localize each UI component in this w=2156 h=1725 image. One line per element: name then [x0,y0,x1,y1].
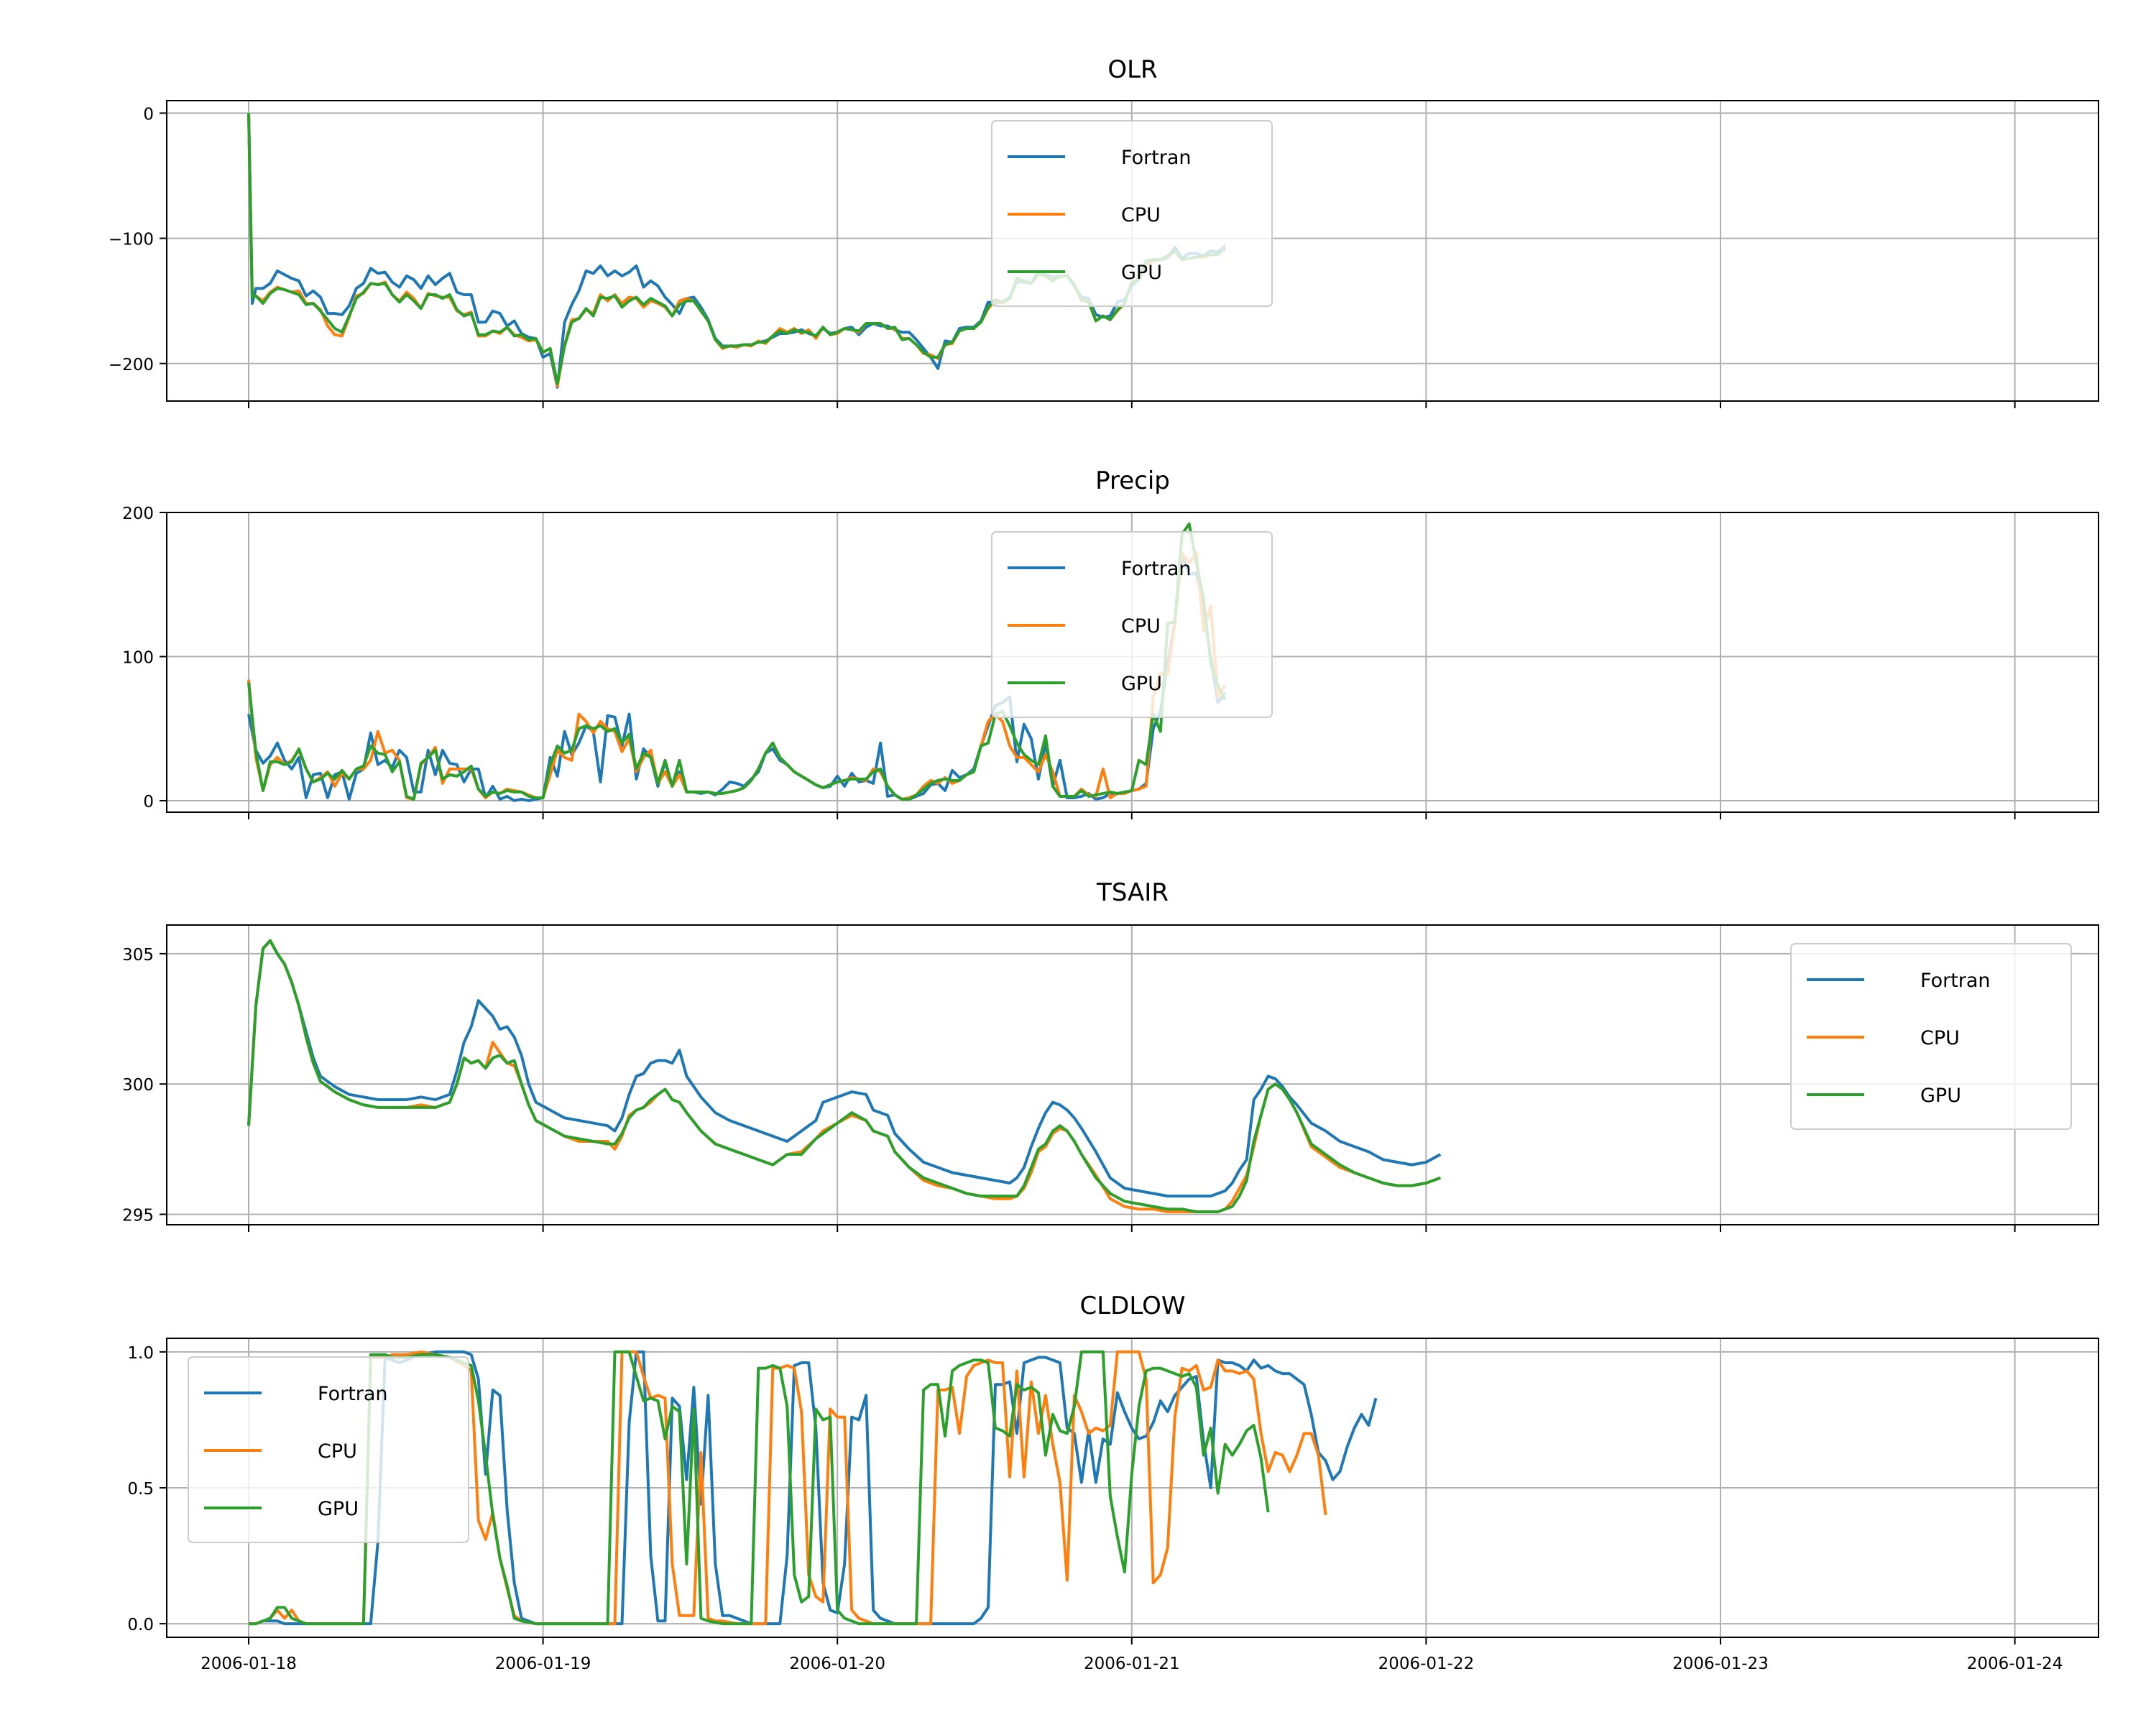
legend-label: GPU [318,1498,359,1520]
legend: Fortran CPU GPU [991,120,1273,307]
y-tick-label: 0.0 [127,1616,154,1634]
series-line-fortran [247,554,1227,802]
x-tick-label: 2006-01-23 [1672,1655,1769,1673]
y-tick-label: 305 [122,946,154,965]
x-tick-label: 2006-01-19 [495,1655,591,1673]
grid [167,925,2099,1225]
legend-label: CPU [318,1440,357,1463]
legend: Fortran CPU GPU [991,531,1273,718]
panel-title: Precip [1095,466,1170,495]
x-tick-label: 2006-01-18 [201,1655,297,1673]
panel-title: OLR [1107,55,1157,84]
axes-frame [166,924,2099,1225]
y-tick-label: 1.0 [127,1344,154,1363]
x-tick-label: 2006-01-20 [789,1655,885,1673]
legend-label: CPU [1121,615,1161,638]
legend-label: CPU [1920,1027,1960,1049]
legend-label: Fortran [318,1383,388,1405]
legend-label: Fortran [1121,558,1192,580]
y-tick-label: −100 [109,231,154,249]
legend: Fortran CPU GPU [188,1356,469,1543]
x-tick-label: 2006-01-22 [1378,1655,1475,1673]
axes-frame [166,100,2099,402]
legend-label: GPU [1121,262,1162,284]
y-tick-label: 200 [122,505,154,523]
axes-frame [166,512,2099,813]
y-tick-label: 295 [122,1206,154,1225]
panel-precip: Precip 0 100 200 Fortran CPU GPU [122,466,2099,819]
series-line-gpu [247,523,1227,801]
y-tick-label: 100 [122,648,154,667]
series-line-gpu [249,1350,1270,1626]
panel-cldlow: CLDLOW 0.0 0.5 1.0 2006-01-18 2006-01-19 2006-… [127,1292,2099,1673]
x-tick-label: 2006-01-24 [1967,1655,2063,1673]
y-tick-label: 0 [143,105,154,124]
panel-title: TSAIR [1096,878,1169,907]
series-group [247,523,1227,802]
legend: Fortran CPU GPU [1790,943,2072,1130]
legend-box [1790,943,2072,1130]
legend-box [991,120,1273,307]
legend-label: Fortran [1121,147,1192,169]
series-line-fortran [249,1350,1378,1626]
panel-olr: OLR 0 −100 −200 Fortran CPU GPU [109,55,2099,408]
legend-label: CPU [1121,204,1161,226]
legend-box [991,531,1273,718]
x-tick-label: 2006-01-21 [1084,1655,1180,1673]
series-line-fortran [247,939,1442,1198]
y-tick-label: 0.5 [127,1480,154,1499]
y-tick-label: −200 [109,356,154,374]
legend-box [188,1356,469,1543]
legend-label: GPU [1121,673,1162,695]
panel-title: CLDLOW [1080,1292,1186,1320]
legend-label: Fortran [1920,970,1991,992]
series-line-cpu [247,939,1442,1213]
series-line-gpu [247,939,1442,1213]
legend-label: GPU [1920,1085,1961,1107]
series-group [247,939,1442,1213]
panel-tsair: TSAIR 295 300 305 Fortran CPU GPU [122,878,2099,1232]
y-tick-label: 0 [143,793,154,811]
y-tick-label: 300 [122,1076,154,1095]
